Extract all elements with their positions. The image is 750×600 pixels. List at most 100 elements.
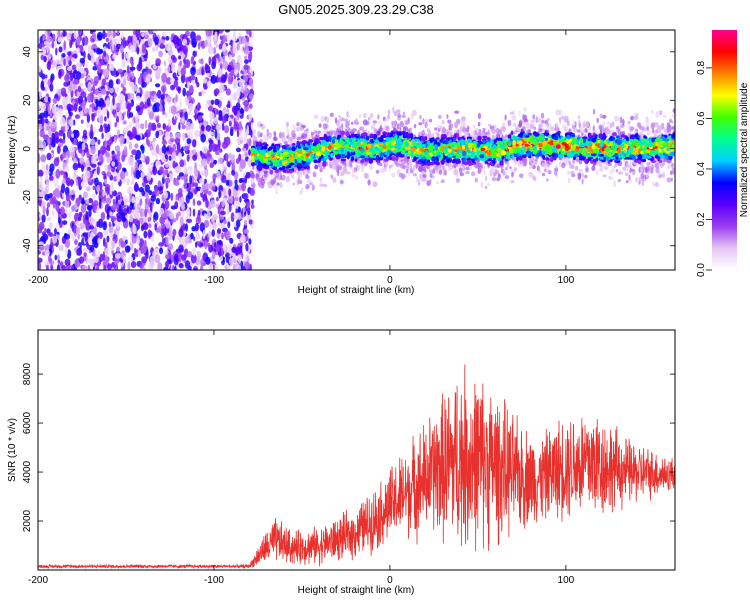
- spectrogram-noise-cell: [75, 220, 80, 227]
- spectrogram-halo-cell: [372, 181, 378, 188]
- spectrogram-noise-cell: [226, 231, 231, 241]
- spectrogram-noise-cell: [236, 147, 241, 153]
- spectrogram-noise-cell: [233, 74, 237, 80]
- spectrogram-noise-cell: [248, 238, 252, 245]
- spectrogram-halo-cell: [511, 115, 517, 121]
- spectrogram-halo-cell: [663, 127, 668, 133]
- spectrogram-noise-cell: [60, 117, 66, 127]
- spectrogram-noise-cell: [181, 254, 187, 261]
- spectrogram-noise-cell: [207, 45, 214, 55]
- spectrogram-noise-cell: [114, 122, 118, 128]
- spectrogram-halo-cell: [654, 182, 659, 188]
- spectrogram-noise-cell: [222, 34, 226, 44]
- spectrogram-noise-cell: [201, 67, 204, 76]
- spectrogram-noise-cell: [120, 212, 126, 219]
- spectrogram-halo-cell: [303, 130, 309, 135]
- spectrogram-noise-cell: [177, 211, 181, 217]
- spectrogram-noise-cell: [199, 66, 202, 76]
- spectrogram-noise-cell: [46, 202, 51, 208]
- spectrogram-noise-cell: [166, 94, 172, 103]
- spectrogram-halo-cell: [363, 113, 367, 118]
- spectrogram-noise-cell: [239, 245, 243, 254]
- spectrogram-noise-cell: [180, 202, 185, 210]
- spectrogram-noise-cell: [121, 59, 126, 69]
- spectrogram-noise-cell: [106, 90, 110, 96]
- spectrogram-noise-cell: [76, 247, 83, 256]
- spectrogram-halo-cell: [555, 109, 560, 116]
- spectrogram-halo-cell: [329, 129, 334, 136]
- spectrogram-halo-cell: [625, 172, 629, 176]
- spectrogram-noise-cell: [221, 232, 224, 240]
- spectrogram-noise-cell: [147, 167, 151, 173]
- spectrogram-noise-cell: [228, 152, 232, 159]
- spectrogram-noise-cell: [178, 172, 184, 177]
- spectrogram-halo-cell: [461, 126, 467, 133]
- spectrogram-halo-cell: [636, 122, 642, 128]
- spectrogram-noise-cell: [83, 50, 86, 60]
- spectrogram-noise-cell: [148, 111, 155, 120]
- spectrogram-halo-cell: [522, 113, 525, 121]
- spectrogram-halo-cell: [340, 117, 343, 121]
- spectrogram-noise-cell: [48, 192, 53, 198]
- spectrogram-noise-cell: [106, 110, 110, 119]
- spectrogram-noise-cell: [159, 247, 163, 254]
- spectrogram-halo-cell: [613, 164, 617, 169]
- spectrogram-noise-cell: [195, 241, 198, 248]
- spectrogram-noise-cell: [48, 62, 51, 71]
- spectrogram-noise-cell: [101, 132, 104, 140]
- spectrogram-noise-cell: [79, 110, 84, 118]
- spectrogram-halo-cell: [603, 165, 609, 171]
- spectrogram-noise-cell: [240, 234, 246, 244]
- spectrogram-noise-cell: [78, 30, 82, 35]
- spectrogram-noise-cell: [216, 170, 221, 180]
- spectrogram-halo-cell: [354, 176, 359, 180]
- spectrogram-noise-cell: [175, 112, 180, 119]
- spectrogram-noise-cell: [112, 95, 115, 106]
- spectrogram-noise-cell: [44, 118, 49, 124]
- spectrogram-noise-cell: [100, 61, 105, 66]
- spectrogram-noise-cell: [150, 145, 153, 151]
- spectrogram-noise-cell: [103, 264, 107, 270]
- spectrogram-noise-cell: [49, 163, 55, 172]
- spectrogram-noise-cell: [178, 55, 181, 60]
- spectrogram-noise-cell: [234, 196, 239, 201]
- spectrogram-noise-cell: [131, 84, 138, 92]
- spectrogram-noise-cell: [39, 112, 46, 118]
- spectrogram-noise-cell: [64, 258, 71, 266]
- spectrogram-halo-cell: [628, 174, 631, 181]
- spectrogram-noise-cell: [190, 56, 195, 65]
- spectrogram-halo-cell: [585, 163, 588, 169]
- spectrogram-noise-cell: [211, 56, 217, 66]
- spectrogram-noise-cell: [124, 245, 131, 253]
- spectrogram-noise-cell: [180, 239, 184, 245]
- spectrogram-noise-cell: [200, 170, 205, 176]
- spectrogram-halo-cell: [286, 175, 290, 183]
- spectrogram-noise-cell: [218, 110, 223, 118]
- spectrogram-noise-cell: [194, 50, 197, 57]
- spectrogram-noise-cell: [224, 30, 231, 33]
- spectrogram-noise-cell: [45, 174, 48, 182]
- spectrogram-noise-cell: [56, 264, 61, 270]
- spectrogram-noise-cell: [71, 57, 76, 62]
- spectrogram-noise-cell: [196, 200, 202, 206]
- spectrogram-noise-cell: [216, 109, 219, 115]
- spectrogram-noise-cell: [237, 97, 241, 104]
- spectrogram-halo-cell: [296, 122, 300, 127]
- spectrogram-noise-cell: [193, 188, 198, 195]
- spectrogram-noise-cell: [103, 173, 107, 180]
- spectrogram-noise-cell: [168, 243, 174, 251]
- spectrogram-noise-cell: [219, 210, 226, 216]
- spectrogram-noise-cell: [200, 58, 204, 65]
- spectrogram-noise-cell: [152, 137, 157, 142]
- spectrogram-noise-cell: [102, 30, 106, 40]
- spectrogram-halo-cell: [501, 125, 506, 132]
- spectrogram-noise-cell: [219, 30, 223, 34]
- spectrogram-noise-cell: [206, 157, 210, 165]
- spectrogram-halo-cell: [645, 174, 649, 178]
- spectrogram-halo-cell: [617, 178, 622, 183]
- spectrogram-noise-cell: [113, 136, 117, 143]
- spectrogram-noise-cell: [139, 264, 144, 269]
- spectrogram-halo-cell: [377, 114, 380, 120]
- spectrogram-noise-cell: [248, 93, 254, 100]
- spectrogram-halo-cell: [651, 109, 654, 115]
